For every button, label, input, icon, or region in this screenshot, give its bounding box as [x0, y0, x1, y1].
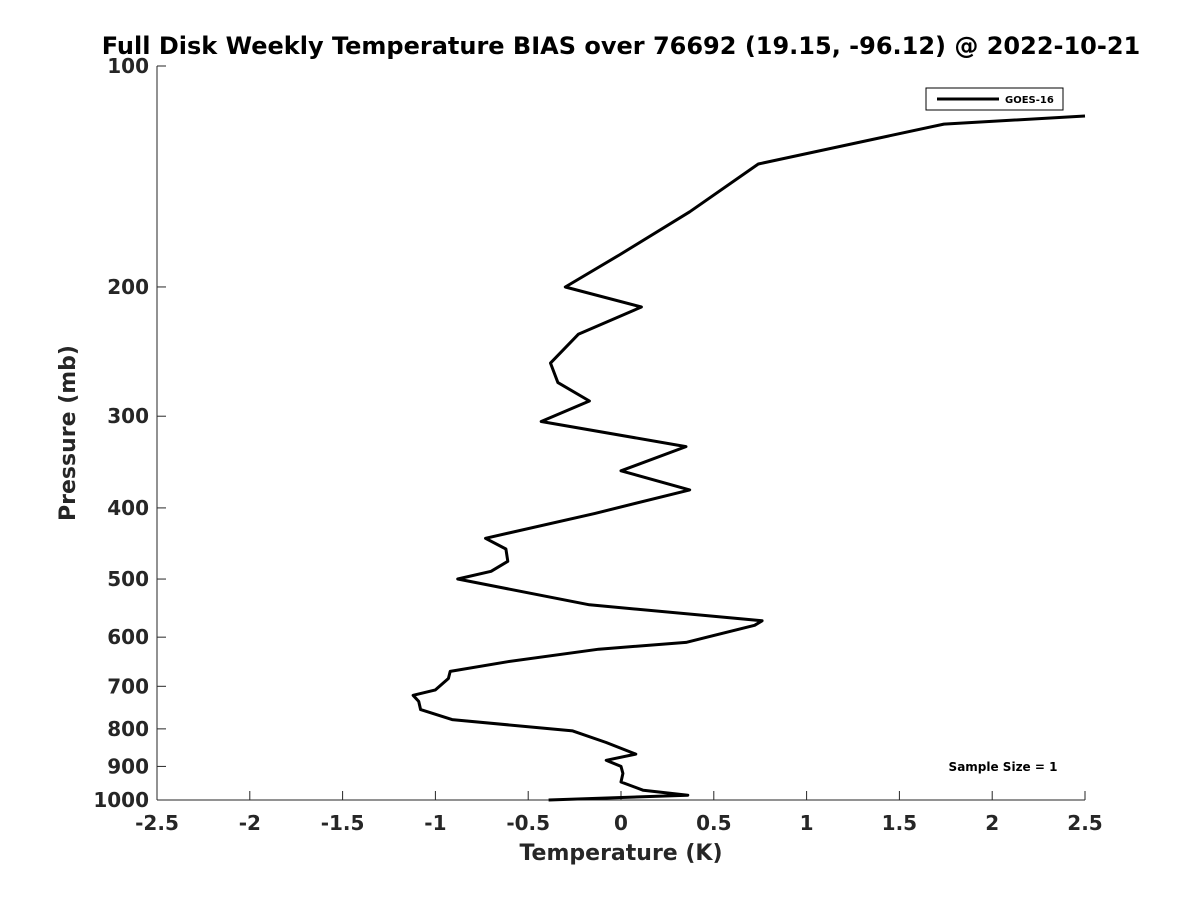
- x-tick-label: 2: [985, 811, 999, 835]
- y-tick-label: 500: [107, 567, 149, 591]
- y-tick-label: 900: [107, 754, 149, 778]
- y-tick-label: 200: [107, 275, 149, 299]
- x-tick-label: 0: [614, 811, 628, 835]
- x-tick-label: -0.5: [506, 811, 550, 835]
- legend-entry-goes-16: GOES-16: [1005, 95, 1054, 106]
- series-line-goes-16: [411, 114, 1086, 802]
- y-tick-label: 300: [107, 404, 149, 428]
- x-tick-label: 0.5: [696, 811, 731, 835]
- y-tick-label: 700: [107, 674, 149, 698]
- x-axis: -2.5 -2 -1.5 -1 -0.5 0 0.5 1 1.5 2 2.5: [135, 791, 1103, 835]
- x-tick-label: 1: [800, 811, 814, 835]
- y-tick-label: 1000: [93, 788, 149, 812]
- y-tick-label: 600: [107, 625, 149, 649]
- y-tick-label: 800: [107, 717, 149, 741]
- y-tick-label: 400: [107, 496, 149, 520]
- sample-size-annotation: Sample Size = 1: [949, 760, 1058, 774]
- x-tick-label: 1.5: [882, 811, 917, 835]
- x-tick-label: 2.5: [1067, 811, 1102, 835]
- y-axis-label: Pressure (mb): [56, 345, 81, 521]
- x-tick-label: -2: [239, 811, 261, 835]
- y-tick-label: 100: [107, 54, 149, 78]
- plot-area: [156, 66, 1085, 801]
- y-axis: 100 200 300 400 500 600 700 800 900 1000: [93, 54, 166, 812]
- x-tick-label: -2.5: [135, 811, 179, 835]
- x-axis-label: Temperature (K): [519, 841, 722, 866]
- chart-title: Full Disk Weekly Temperature BIAS over 7…: [102, 32, 1141, 60]
- x-tick-label: -1.5: [321, 811, 365, 835]
- legend: GOES-16: [925, 87, 1064, 111]
- x-tick-label: -1: [424, 811, 446, 835]
